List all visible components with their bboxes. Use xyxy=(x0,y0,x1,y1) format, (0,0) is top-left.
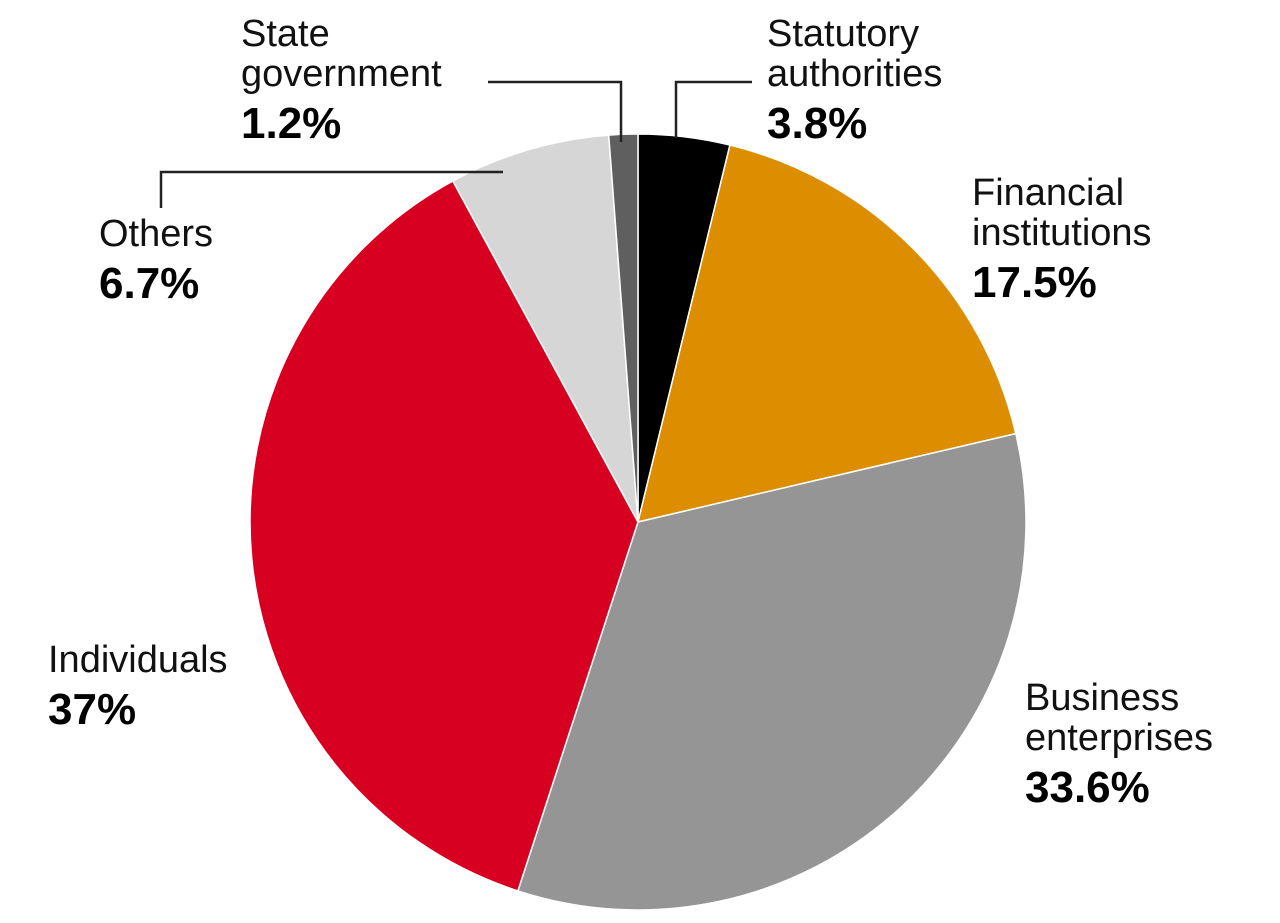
slice-value-individuals: 37% xyxy=(48,685,136,734)
slice-label-business-enterprises-line-2: enterprises xyxy=(1025,717,1213,759)
pie-slice-business-enterprises xyxy=(516,432,1027,911)
leader-line-state-government xyxy=(488,80,623,142)
pie-slice-state-government xyxy=(607,133,639,523)
pie-slice-others xyxy=(451,134,639,523)
pie-slice-individuals xyxy=(249,179,639,892)
slice-value-financial-institutions: 17.5% xyxy=(972,258,1097,307)
pie-slice-financial-institutions xyxy=(636,144,1017,524)
slice-value-business-enterprises: 33.6% xyxy=(1025,763,1150,812)
slice-label-business-enterprises-line-1: Business xyxy=(1025,677,1179,719)
slice-label-state-government-line-2: government xyxy=(241,53,442,95)
slice-label-individuals-line-1: Individuals xyxy=(48,639,228,681)
slice-label-statutory-authorities-line-1: Statutory xyxy=(767,13,919,55)
slice-value-statutory-authorities: 3.8% xyxy=(767,99,867,148)
slice-label-statutory-authorities-line-2: authorities xyxy=(767,53,942,95)
slice-label-financial-institutions-line-1: Financial xyxy=(972,172,1124,214)
leader-line-others xyxy=(159,170,503,208)
slice-label-others-line-1: Others xyxy=(99,213,213,255)
pie-slices xyxy=(249,133,1027,911)
leader-line-statutory-authorities xyxy=(674,80,752,138)
leader-lines xyxy=(159,80,752,208)
slice-value-state-government: 1.2% xyxy=(241,99,341,148)
slice-value-others: 6.7% xyxy=(99,259,199,308)
slice-label-state-government-line-1: State xyxy=(241,13,330,55)
slice-label-financial-institutions-line-2: institutions xyxy=(972,212,1152,254)
